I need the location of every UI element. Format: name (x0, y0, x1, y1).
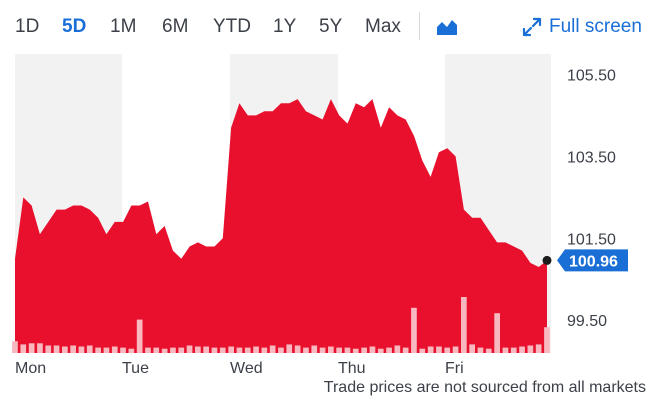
volume-bar (544, 327, 550, 353)
volume-bar (186, 345, 193, 353)
volume-bar (161, 348, 168, 353)
range-tab-1y[interactable]: 1Y (273, 16, 297, 37)
volume-bar (344, 347, 351, 353)
y-tick-label: 99.50 (567, 313, 607, 330)
volume-bar (203, 346, 209, 353)
price-area (15, 99, 547, 353)
y-tick-label: 105.50 (567, 68, 616, 85)
range-tab-1d[interactable]: 1D (15, 16, 40, 37)
volume-bar (494, 313, 500, 353)
volume-bar (145, 347, 151, 353)
last-price-label: 100.96 (569, 253, 618, 270)
volume-bar (444, 347, 451, 353)
area-chart-icon[interactable] (436, 16, 458, 36)
volume-bar (319, 347, 326, 353)
toolbar-divider (419, 12, 420, 40)
volume-bar (53, 345, 60, 353)
volume-bar (427, 346, 434, 353)
fullscreen-label: Full screen (549, 16, 642, 37)
volume-bar (519, 346, 525, 353)
volume-bar (12, 341, 18, 353)
volume-bar (120, 347, 126, 353)
volume-bar (303, 347, 309, 353)
y-tick-label: 101.50 (567, 231, 616, 248)
volume-bar (20, 344, 27, 353)
y-tick-label: 103.50 (567, 149, 616, 166)
volume-bar (485, 348, 492, 353)
volume-bar (111, 346, 118, 353)
volume-bar (394, 345, 401, 353)
volume-bar (502, 347, 509, 353)
volume-bar (253, 346, 259, 353)
chart-toolbar: 1D 5D 1M 6M YTD 1Y 5Y Max Full screen (0, 0, 666, 54)
volume-bar (95, 347, 101, 353)
volume-bar (261, 347, 268, 353)
volume-bar (170, 347, 176, 353)
expand-arrows-icon (522, 17, 542, 37)
range-tab-1m[interactable]: 1M (110, 16, 137, 37)
range-tab-5y[interactable]: 5Y (319, 16, 343, 37)
volume-bar (461, 297, 467, 353)
range-tab-5d[interactable]: 5D (62, 16, 87, 37)
volume-bar (62, 346, 68, 353)
volume-bar (377, 348, 384, 353)
volume-bar (78, 346, 85, 353)
volume-bar (269, 345, 276, 353)
range-tab-6m[interactable]: 6M (162, 16, 189, 37)
volume-bar (236, 347, 243, 353)
x-tick-label: Mon (15, 360, 46, 377)
x-tick-label: Thu (338, 360, 366, 377)
volume-bar (70, 345, 76, 353)
volume-bar (278, 347, 284, 353)
volume-bar (352, 348, 359, 353)
volume-bar (86, 345, 93, 353)
volume-bar (452, 346, 459, 353)
x-tick-label: Tue (122, 360, 149, 377)
volume-bar (419, 348, 426, 353)
volume-bar (136, 319, 143, 353)
last-price-dot (542, 255, 552, 265)
volume-bar (527, 345, 534, 353)
volume-bar (369, 346, 376, 353)
volume-bar (328, 346, 334, 353)
volume-bar (411, 307, 417, 353)
volume-bar (436, 346, 442, 353)
volume-bar (45, 345, 52, 353)
volume-bar (178, 347, 185, 353)
volume-bar (386, 347, 392, 353)
volume-bar (361, 347, 367, 353)
volume-bar (244, 347, 251, 353)
volume-bar (336, 347, 342, 353)
volume-bar (103, 347, 110, 353)
volume-bar (510, 347, 517, 353)
volume-bar (37, 343, 43, 353)
volume-bar (211, 347, 218, 353)
volume-bar (402, 347, 409, 353)
x-tick-label: Fri (445, 360, 464, 377)
last-price-badge (557, 249, 628, 272)
x-tick-label: Wed (230, 360, 263, 377)
range-tab-ytd[interactable]: YTD (213, 16, 251, 37)
volume-bar (294, 345, 301, 353)
volume-bar (219, 347, 226, 353)
volume-bar (535, 344, 542, 353)
volume-bar (469, 344, 475, 353)
volume-bar (311, 345, 318, 353)
volume-bar (286, 344, 293, 353)
volume-bar (477, 347, 484, 353)
volume-bar (153, 347, 160, 353)
footnote: Trade prices are not sourced from all ma… (323, 379, 646, 396)
volume-bar (28, 343, 35, 353)
volume-bar (128, 348, 135, 353)
range-tab-max[interactable]: Max (365, 16, 401, 37)
volume-bar (195, 346, 201, 353)
volume-bar (228, 346, 234, 353)
